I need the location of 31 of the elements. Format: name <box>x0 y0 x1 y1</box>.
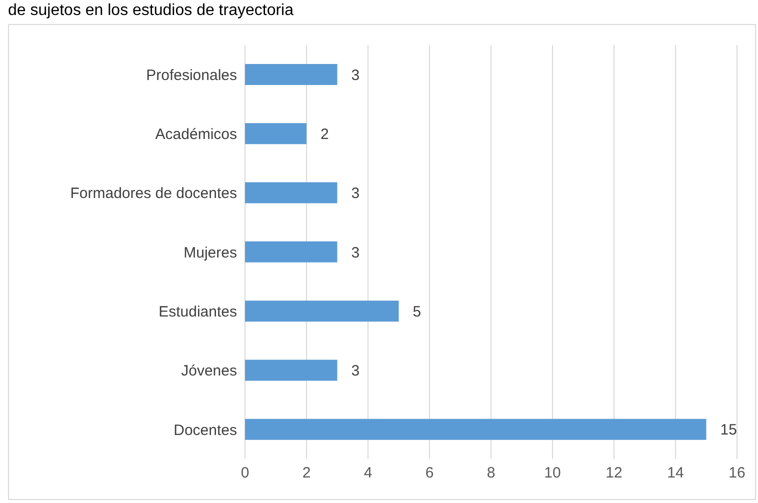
data-label: 3 <box>351 66 360 84</box>
y-tick-label: Estudiantes <box>158 303 237 320</box>
y-tick-label: Académicos <box>155 126 237 144</box>
y-tick-label: Profesionales <box>146 66 237 84</box>
x-tick-label: 0 <box>240 464 250 482</box>
x-tick-label: 2 <box>302 464 311 482</box>
y-tick-label: Mujeres <box>184 244 237 262</box>
y-tick-label: Formadores de docentes <box>70 185 237 202</box>
bar <box>245 64 338 85</box>
bar <box>245 418 706 440</box>
bar <box>245 300 399 322</box>
x-tick-label: 4 <box>364 464 372 482</box>
data-label: 3 <box>351 185 360 202</box>
chart-title: de sujetos en los estudios de trayectoria <box>8 2 294 20</box>
x-tick-label: 10 <box>544 464 561 482</box>
bar <box>245 123 306 144</box>
data-label: 2 <box>320 126 329 143</box>
x-tick-label: 16 <box>728 464 746 482</box>
bar <box>245 241 338 262</box>
bar <box>245 182 338 204</box>
bar <box>245 360 338 381</box>
data-label: 3 <box>351 244 360 262</box>
x-tick-label: 8 <box>486 464 496 482</box>
x-tick-label: 6 <box>425 464 434 482</box>
x-tick-label: 12 <box>606 464 622 482</box>
x-tick-label: 14 <box>667 464 684 482</box>
y-tick-label: Docentes <box>174 422 237 439</box>
data-label: 15 <box>720 422 737 439</box>
y-tick-label: Jóvenes <box>181 362 237 380</box>
data-label: 5 <box>412 303 422 320</box>
data-label: 3 <box>351 362 360 380</box>
